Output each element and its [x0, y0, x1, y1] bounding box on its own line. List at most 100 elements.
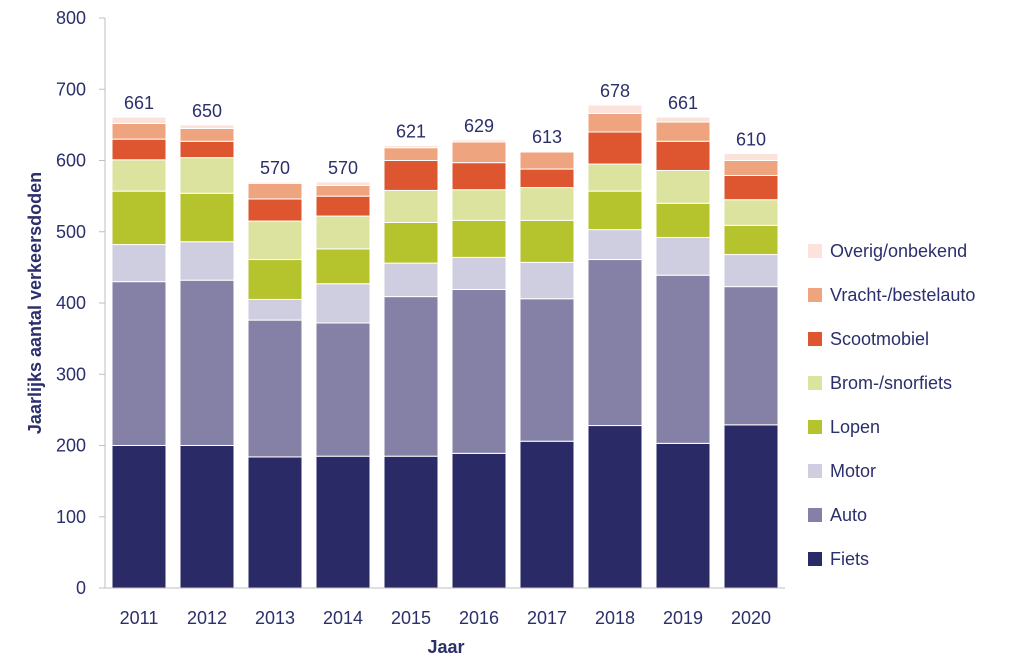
bar-segment-vracht-bestelauto-2019	[655, 121, 711, 142]
y-tick-label: 0	[76, 578, 86, 598]
legend-label: Motor	[830, 461, 876, 481]
bar-segment-lopen-2014	[315, 248, 371, 285]
bar-segment-fiets-2017	[519, 440, 575, 589]
bar-segment-lopen-2015	[383, 221, 439, 264]
bar-segment-brom-snorfiets-2017	[519, 187, 575, 221]
legend-swatch	[808, 464, 822, 478]
x-tick-label: 2015	[391, 608, 431, 628]
y-tick-label: 300	[56, 364, 86, 384]
legend-label: Vracht-/bestelauto	[830, 285, 975, 305]
y-tick-label: 800	[56, 8, 86, 28]
bar-segment-auto-2015	[383, 296, 439, 457]
legend: Overig/onbekend Vracht-/bestelauto Scootmo…	[808, 241, 975, 569]
x-tick-label: 2019	[663, 608, 703, 628]
total-label: 570	[260, 158, 290, 178]
bar-segment-scootmobiel-2020	[723, 174, 779, 201]
legend-swatch	[808, 244, 822, 258]
legend-swatch	[808, 376, 822, 390]
bar-segment-lopen-2012	[179, 192, 235, 243]
bar-segment-brom-snorfiets-2020	[723, 199, 779, 226]
bar-segment-vracht-bestelauto-2018	[587, 112, 643, 133]
legend-swatch	[808, 332, 822, 346]
bar-segment-auto-2016	[451, 288, 507, 454]
y-tick-label: 500	[56, 222, 86, 242]
bar-segment-lopen-2013	[247, 259, 303, 300]
bar-segment-fiets-2016	[451, 452, 507, 589]
bar-segment-overig-onbekend-2018	[587, 104, 643, 114]
bar-segment-vracht-bestelauto-2017	[519, 151, 575, 170]
bar-segment-scootmobiel-2013	[247, 198, 303, 222]
y-axis: 0 100 200 300 400 500 600 700 800	[56, 8, 106, 598]
bar-segment-lopen-2019	[655, 202, 711, 238]
bar-segment-motor-2017	[519, 261, 575, 300]
bar-segment-fiets-2018	[587, 425, 643, 589]
bar-segment-auto-2014	[315, 322, 371, 457]
x-tick-label: 2016	[459, 608, 499, 628]
legend-label: Overig/onbekend	[830, 241, 967, 261]
bar-segment-auto-2013	[247, 319, 303, 458]
total-label: 629	[464, 116, 494, 136]
total-label: 621	[396, 122, 426, 142]
bar-segment-brom-snorfiets-2014	[315, 215, 371, 250]
x-tick-label: 2017	[527, 608, 567, 628]
bar-segment-lopen-2018	[587, 190, 643, 231]
bar-segment-fiets-2011	[111, 445, 167, 589]
bar-segment-motor-2015	[383, 262, 439, 298]
y-tick-label: 600	[56, 151, 86, 171]
bar-segment-lopen-2011	[111, 190, 167, 246]
legend-swatch	[808, 288, 822, 302]
bar-segment-scootmobiel-2018	[587, 131, 643, 165]
bar-segment-vracht-bestelauto-2013	[247, 182, 303, 200]
bar-segment-overig-onbekend-2016	[451, 139, 507, 143]
bar-segment-brom-snorfiets-2011	[111, 159, 167, 192]
x-axis: 2011 2012 2013 2014 2015 2016 2017 2018 2019 2020	[105, 587, 785, 628]
bars-layer	[111, 104, 779, 589]
y-tick-label: 100	[56, 507, 86, 527]
bar-segment-lopen-2020	[723, 224, 779, 256]
y-axis-title: Jaarlijks aantal verkeersdoden	[25, 172, 45, 434]
bar-segment-fiets-2013	[247, 456, 303, 589]
bar-segment-fiets-2019	[655, 442, 711, 589]
x-tick-label: 2011	[120, 608, 159, 628]
legend-swatch	[808, 508, 822, 522]
bar-segment-overig-onbekend-2013	[247, 181, 303, 184]
x-tick-label: 2018	[595, 608, 635, 628]
bar-segment-fiets-2015	[383, 455, 439, 589]
bar-segment-brom-snorfiets-2016	[451, 189, 507, 221]
x-axis-title: Jaar	[427, 637, 464, 657]
bar-segment-fiets-2014	[315, 455, 371, 589]
bar-segment-scootmobiel-2011	[111, 138, 167, 161]
bar-segment-auto-2018	[587, 259, 643, 427]
bar-segment-motor-2013	[247, 298, 303, 321]
bar-segment-overig-onbekend-2020	[723, 152, 779, 161]
bar-segment-fiets-2020	[723, 424, 779, 589]
bar-segment-overig-onbekend-2014	[315, 181, 371, 186]
legend-swatch	[808, 420, 822, 434]
bar-segment-lopen-2016	[451, 219, 507, 258]
bar-segment-vracht-bestelauto-2012	[179, 127, 235, 142]
total-label: 613	[532, 127, 562, 147]
bar-segment-overig-onbekend-2012	[179, 124, 235, 129]
total-label: 661	[668, 93, 698, 113]
totals-layer: 661 650 570 570 621 629 613 678 661 610	[124, 81, 766, 178]
total-label: 570	[328, 158, 358, 178]
bar-segment-motor-2012	[179, 241, 235, 281]
total-label: 650	[192, 101, 222, 121]
legend-label: Fiets	[830, 549, 869, 569]
legend-label: Brom-/snorfiets	[830, 373, 952, 393]
bar-segment-vracht-bestelauto-2020	[723, 160, 779, 176]
bar-segment-brom-snorfiets-2019	[655, 169, 711, 204]
bar-segment-brom-snorfiets-2015	[383, 189, 439, 223]
bar-segment-motor-2018	[587, 229, 643, 261]
bar-segment-lopen-2017	[519, 219, 575, 263]
bar-segment-overig-onbekend-2011	[111, 116, 167, 124]
legend-label: Scootmobiel	[830, 329, 929, 349]
total-label: 661	[124, 93, 154, 113]
bar-segment-brom-snorfiets-2012	[179, 157, 235, 194]
bar-segment-vracht-bestelauto-2016	[451, 141, 507, 164]
bar-segment-scootmobiel-2014	[315, 195, 371, 217]
bar-segment-motor-2019	[655, 236, 711, 276]
bar-segment-auto-2019	[655, 274, 711, 444]
x-tick-label: 2012	[187, 608, 227, 628]
